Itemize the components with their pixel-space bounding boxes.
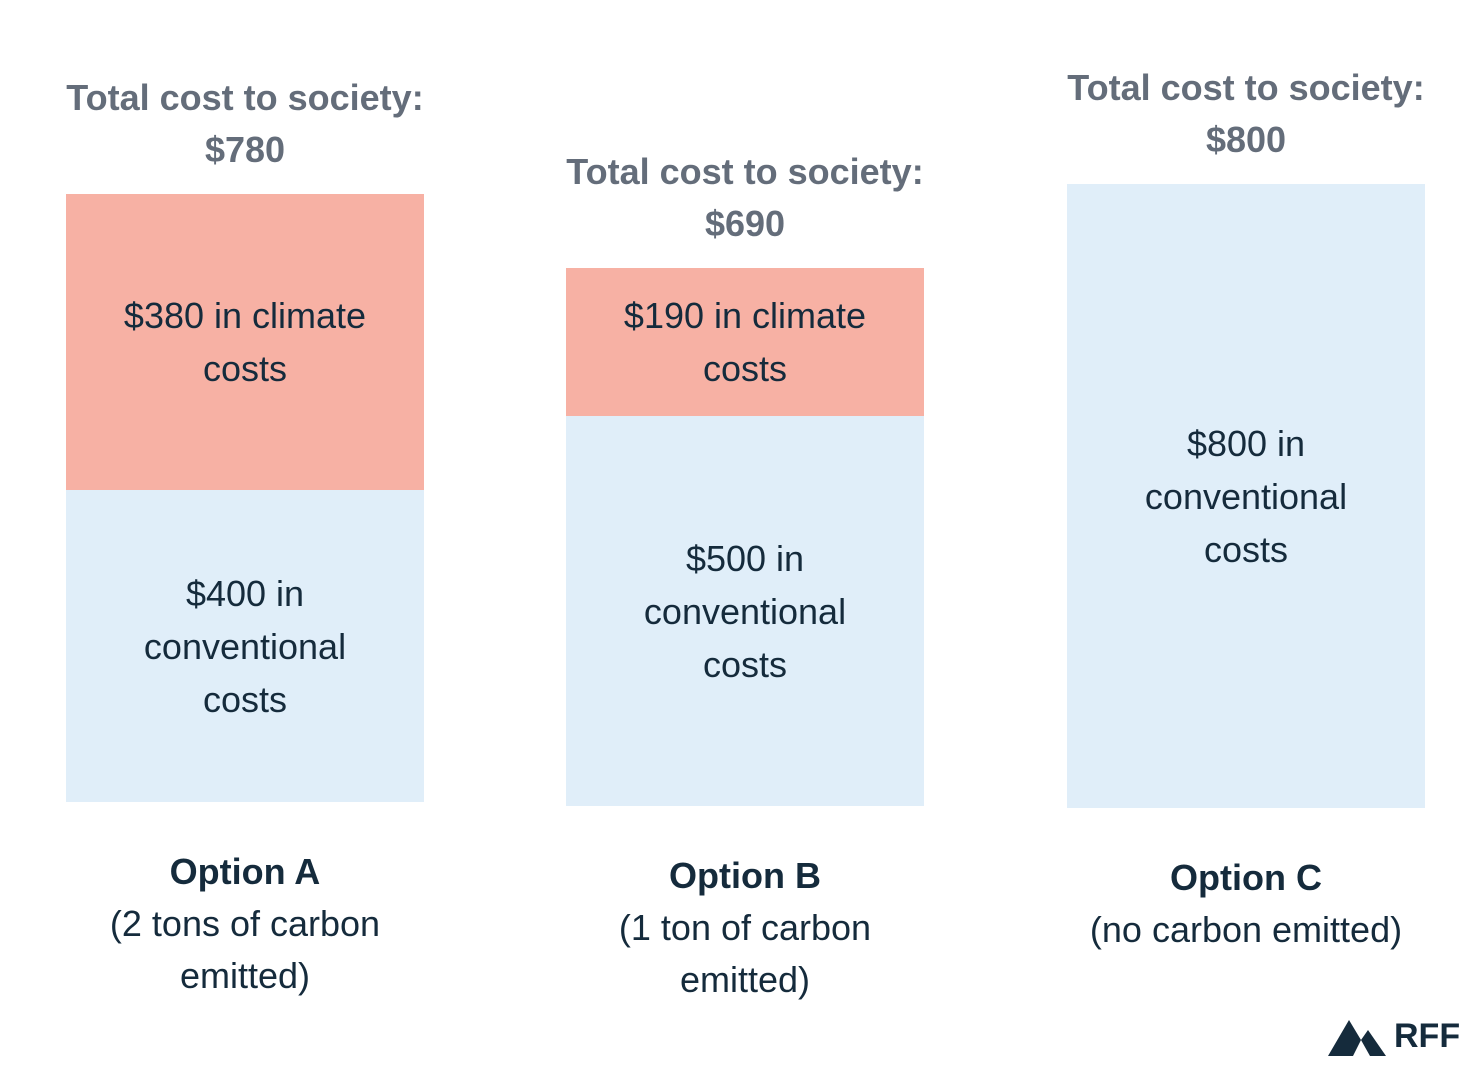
bar-segment-conventional: $800 in conventional costs: [1067, 184, 1425, 808]
option-name: Option A: [169, 851, 321, 892]
option-name: Option B: [669, 855, 821, 896]
logo-text: RFF: [1394, 1017, 1461, 1055]
option-label: Option A (2 tons of carbon emitted): [35, 846, 455, 1002]
mountain-icon: [1328, 1020, 1386, 1056]
bar-segment-conventional: $400 in conventional costs: [66, 490, 424, 802]
option-name: Option C: [1170, 857, 1322, 898]
total-label-value: $690: [704, 202, 786, 244]
bar-segment-climate: $380 in climate costs: [66, 193, 424, 490]
option-label: Option B (1 ton of carbon emitted): [535, 850, 955, 1006]
total-label-value: $800: [1205, 119, 1287, 160]
option-label: Option C (no carbon emitted): [1036, 852, 1456, 956]
total-label: Total cost to society: $690: [535, 146, 955, 250]
total-label: Total cost to society: $800: [1036, 62, 1456, 166]
total-label-text: Total cost to society:: [566, 150, 924, 192]
total-label-value: $780: [204, 128, 286, 170]
total-label-text: Total cost to society:: [66, 76, 424, 118]
option-subtitle: (no carbon emitted): [1089, 909, 1403, 950]
total-label: Total cost to society: $780: [35, 72, 455, 176]
bar-segment-conventional: $500 in conventional costs: [566, 416, 924, 806]
rff-logo: RFF: [1328, 1017, 1468, 1058]
bar-segment-climate: $190 in climate costs: [566, 267, 924, 416]
option-subtitle: (2 tons of carbon emitted): [109, 903, 381, 996]
option-subtitle: (1 ton of carbon emitted): [618, 907, 872, 1000]
total-label-text: Total cost to society:: [1067, 67, 1425, 108]
